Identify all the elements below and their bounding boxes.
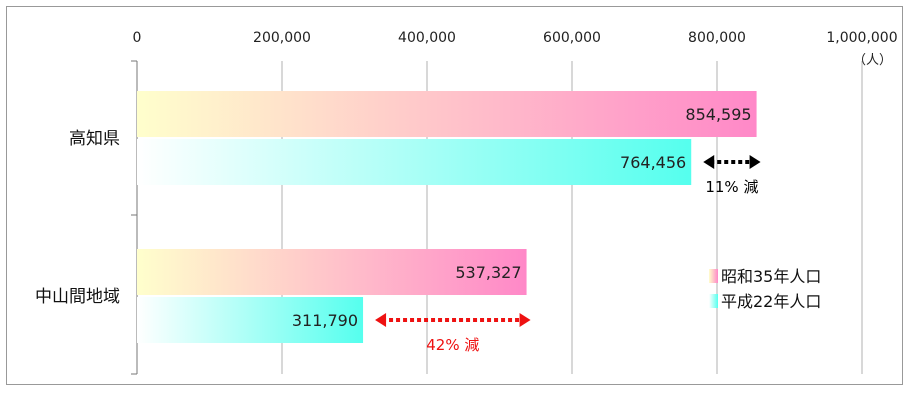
x-tick-label: 1,000,000: [826, 30, 897, 46]
bars: [137, 91, 757, 343]
unit-label: （人）: [853, 53, 892, 68]
data-label: 854,595: [685, 105, 751, 124]
annotations: 11% 減 42% 減: [375, 155, 761, 354]
tick-labels: 0 200,000 400,000 600,000 800,000 1,000,000: [133, 30, 898, 46]
data-label: 537,327: [455, 263, 521, 282]
x-tick-label: 0: [133, 30, 142, 46]
category-label: 中山間地域: [35, 287, 120, 307]
arrowhead-left: [703, 155, 715, 169]
arrowhead-right: [519, 313, 531, 327]
bar: [137, 91, 757, 137]
legend-swatch: [709, 269, 718, 283]
data-label: 311,790: [292, 311, 358, 330]
arrowhead-left: [375, 313, 387, 327]
bar: [137, 297, 364, 343]
x-tick-label: 600,000: [543, 30, 601, 46]
legend-label: 平成22年人口: [721, 292, 821, 311]
arrowhead-right: [749, 155, 761, 169]
x-tick-label: 400,000: [398, 30, 456, 46]
reduction-label: 42% 減: [426, 336, 479, 354]
bar: [137, 139, 692, 185]
category-label: 高知県: [69, 129, 120, 149]
x-tick-label: 800,000: [688, 30, 746, 46]
legend-label: 昭和35年人口: [721, 267, 821, 286]
x-tick-label: 200,000: [253, 30, 311, 46]
data-label: 764,456: [620, 153, 686, 172]
data-labels: 854,595 764,456 537,327 311,790: [292, 105, 752, 330]
bar: [137, 249, 527, 295]
legend-swatch: [709, 294, 718, 308]
reduction-label: 11% 減: [705, 178, 758, 196]
